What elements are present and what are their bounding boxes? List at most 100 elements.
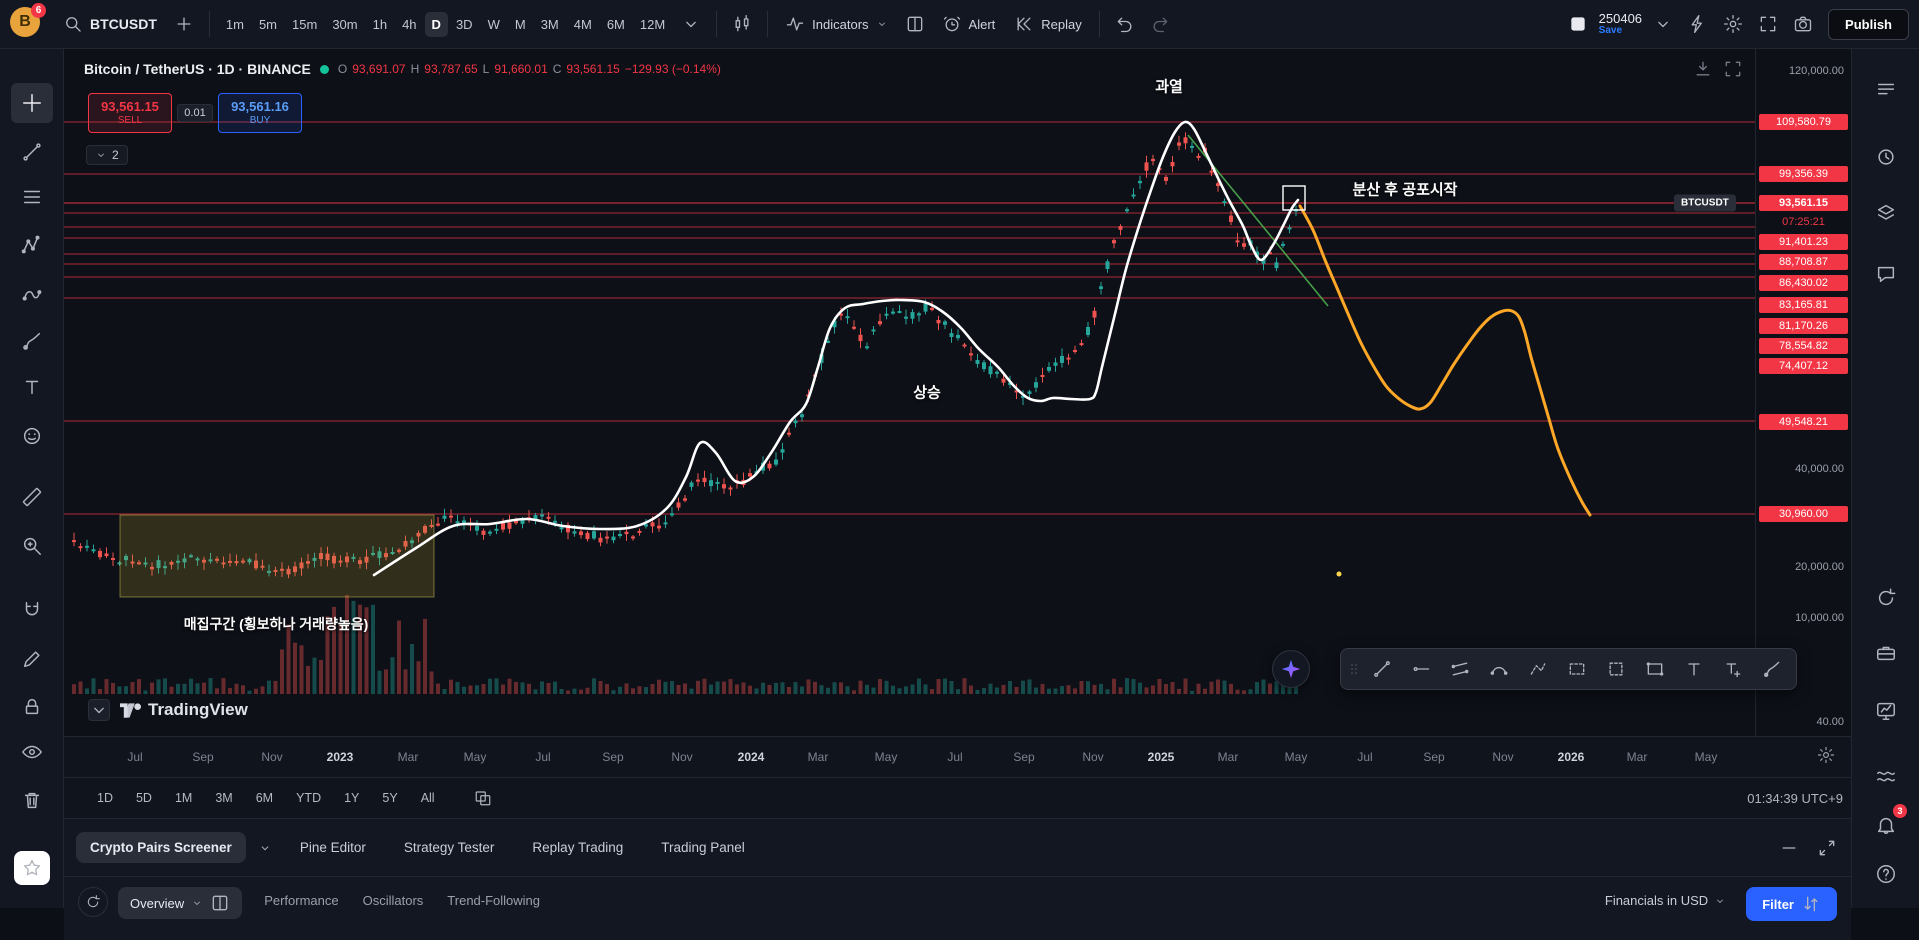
timeframe-W[interactable]: W [487, 16, 500, 32]
sell-button[interactable]: 93,561.15 SELL [88, 93, 172, 133]
object-tree-icon[interactable] [1869, 196, 1903, 230]
crosshair-tool[interactable] [11, 83, 53, 123]
watchlist-panel-icon[interactable] [1869, 73, 1903, 107]
user-avatar[interactable]: B 6 [10, 3, 46, 41]
timeframe-4h[interactable]: 4h [402, 16, 417, 32]
tab-strategy-tester[interactable]: Strategy Tester [403, 840, 495, 855]
timeframe-30m[interactable]: 30m [332, 16, 358, 32]
lock-tool[interactable] [11, 687, 53, 727]
magic-compass-button[interactable] [1272, 650, 1310, 688]
fib-lines-tool[interactable] [11, 177, 53, 217]
range-6m[interactable]: 6M [255, 791, 274, 805]
forecast-tool[interactable] [11, 273, 53, 313]
range-3m[interactable]: 3M [215, 791, 233, 805]
panel-collapse-chevron[interactable] [88, 699, 110, 721]
alerts-panel-icon[interactable] [1869, 140, 1903, 174]
screener-panel-icon[interactable] [1869, 694, 1903, 728]
timeframe-M[interactable]: M [514, 16, 526, 32]
price-axis[interactable]: 120,000.00 109,580.79 99,356.39 91,401.23 88… [1674, 49, 1851, 736]
screener-tab-performance[interactable]: Performance [264, 893, 339, 908]
indicator-templates-button[interactable] [899, 8, 931, 40]
chart-annotation[interactable]: 매집구간 (횡보하나 거래량높음) [183, 616, 369, 632]
drag-handle[interactable] [1346, 652, 1362, 686]
layout-dropdown-button[interactable] [1647, 8, 1679, 40]
add-symbol-button[interactable] [168, 8, 200, 40]
buy-button[interactable]: 93,561.16 BUY [218, 93, 302, 133]
screener-tab-dropdown[interactable] [252, 832, 278, 864]
timeframe-dropdown-button[interactable] [675, 8, 707, 40]
favorites-star-button[interactable] [14, 851, 50, 885]
trend-line-draw[interactable] [1363, 652, 1401, 686]
zoom-tool[interactable] [11, 526, 53, 566]
rectangle-draw[interactable] [1636, 652, 1674, 686]
save-layout-button[interactable]: 250406 Save [1599, 12, 1642, 36]
chart-annotation[interactable]: 분산 후 공포시작 [1352, 181, 1458, 199]
text-tool[interactable] [11, 367, 53, 407]
timeframe-D[interactable]: D [424, 11, 448, 37]
symbol-search-button[interactable]: BTCUSDT [55, 8, 165, 40]
measure-tool[interactable] [11, 477, 53, 517]
axis-settings-gear-icon[interactable] [1817, 746, 1835, 764]
timeframe-6M[interactable]: 6M [606, 16, 625, 32]
chart-style-button[interactable] [726, 8, 758, 40]
help-panel-icon[interactable] [1869, 857, 1903, 891]
brush-draw[interactable] [1753, 652, 1791, 686]
financials-currency-dropdown[interactable]: Financials in USD [1595, 887, 1736, 914]
settings-gear-icon[interactable] [1717, 8, 1749, 40]
tab-replay-trading[interactable]: Replay Trading [532, 840, 624, 855]
range-ytd[interactable]: YTD [296, 791, 322, 805]
dashed-path-draw[interactable] [1519, 652, 1557, 686]
text-draw[interactable] [1675, 652, 1713, 686]
range-1y[interactable]: 1Y [344, 791, 360, 805]
chat-panel-icon[interactable] [1869, 257, 1903, 291]
screener-refresh-button[interactable] [78, 887, 108, 917]
timeframe-3M[interactable]: 3M [540, 16, 559, 32]
anchored-text-draw[interactable] [1714, 652, 1752, 686]
toolbox-panel-icon[interactable] [1869, 636, 1903, 670]
dashed-rect-draw[interactable] [1558, 652, 1596, 686]
go-to-date-icon[interactable] [474, 789, 492, 807]
publish-button[interactable]: Publish [1828, 8, 1909, 40]
pattern-tool[interactable] [11, 225, 53, 265]
range-5y[interactable]: 5Y [382, 791, 398, 805]
trend-line-tool[interactable] [11, 132, 53, 172]
maximize-pane-icon[interactable] [1721, 57, 1745, 81]
quick-search-icon[interactable] [1682, 8, 1714, 40]
remove-drawings-tool[interactable] [11, 780, 53, 820]
layout-button[interactable] [1562, 8, 1594, 40]
chart-canvas[interactable]: Bitcoin / TetherUS · 1D · BINANCE O 93,69… [64, 49, 1755, 736]
scale-reset-icon[interactable] [1691, 57, 1715, 81]
range-5d[interactable]: 5D [135, 791, 152, 805]
chart-plot[interactable] [64, 49, 1755, 736]
tab-trading-panel[interactable]: Trading Panel [661, 840, 745, 855]
horizontal-ray-draw[interactable] [1402, 652, 1440, 686]
magnet-tool[interactable] [11, 591, 53, 631]
brush-tool[interactable] [11, 321, 53, 361]
timeframe-1m[interactable]: 1m [225, 16, 244, 32]
snapshot-camera-icon[interactable] [1787, 8, 1819, 40]
time-axis[interactable]: Jul Sep Nov 2023 Mar May Jul Sep Nov 2024 Mar May Ju… [64, 736, 1851, 777]
fullscreen-icon[interactable] [1752, 8, 1784, 40]
screener-tab-trend-following[interactable]: Trend-Following [447, 893, 541, 908]
symbol-title[interactable]: Bitcoin / TetherUS · 1D · BINANCE [84, 61, 311, 77]
chart-annotation[interactable]: 상승 [913, 384, 941, 402]
range-1d[interactable]: 1D [97, 791, 113, 805]
dashed-square-draw[interactable] [1597, 652, 1635, 686]
alert-button[interactable]: Alert [934, 8, 1004, 40]
parallel-channel-draw[interactable] [1441, 652, 1479, 686]
object-tree-collapse-chip[interactable]: 2 [86, 145, 128, 165]
redo-button[interactable] [1144, 8, 1176, 40]
timeframe-3D[interactable]: 3D [455, 16, 473, 32]
streams-panel-icon[interactable] [1869, 760, 1903, 794]
undo-button[interactable] [1109, 8, 1141, 40]
draw-tool[interactable] [11, 639, 53, 679]
range-all[interactable]: All [420, 791, 435, 805]
timeframe-5m[interactable]: 5m [258, 16, 278, 32]
indicators-button[interactable]: Indicators [777, 8, 895, 40]
timeframe-1h[interactable]: 1h [372, 16, 388, 32]
refresh-panel-icon[interactable] [1869, 581, 1903, 615]
curve-draw[interactable] [1480, 652, 1518, 686]
timeframe-4M[interactable]: 4M [573, 16, 592, 32]
replay-button[interactable]: Replay [1006, 8, 1089, 40]
notifications-panel-icon[interactable]: 3 [1869, 804, 1907, 842]
